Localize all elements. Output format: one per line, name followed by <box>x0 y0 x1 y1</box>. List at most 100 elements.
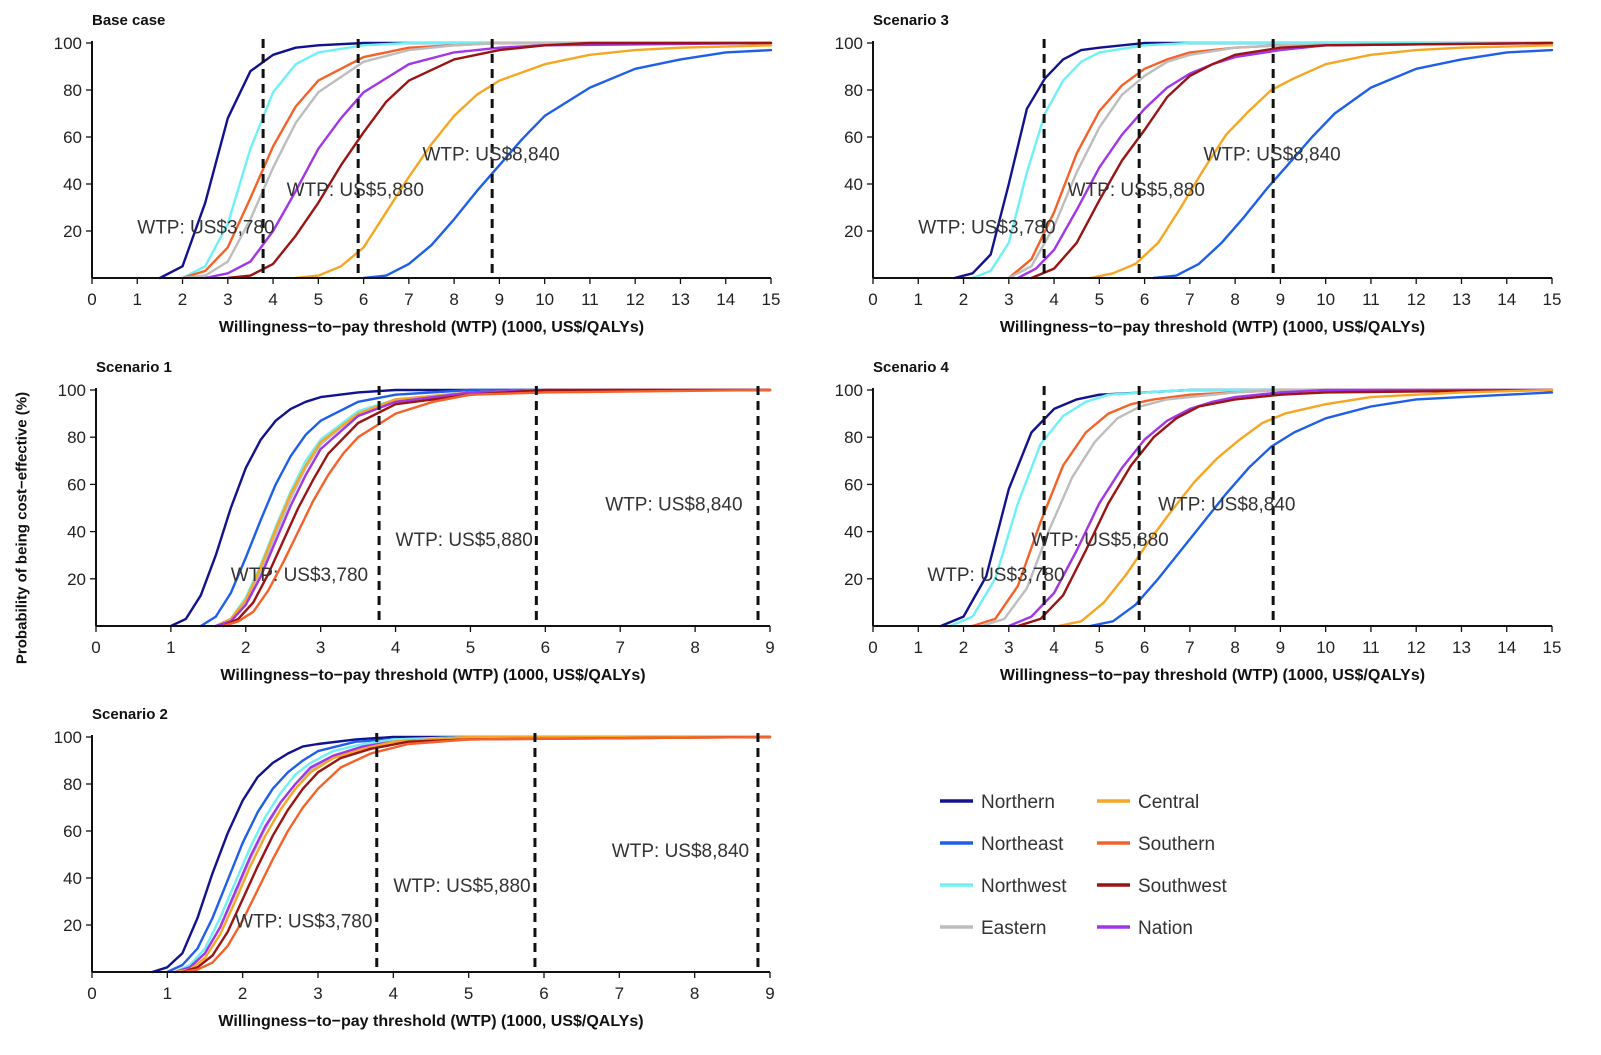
series-line-northwest <box>971 41 1554 280</box>
x-axis-label: Willingness−to−pay threshold (WTP) (1000… <box>218 1013 643 1030</box>
legend-label-northern: Northern <box>981 792 1055 813</box>
x-tick-label: 3 <box>316 638 325 657</box>
x-tick-label: 2 <box>959 290 968 309</box>
x-tick-label: 9 <box>1276 638 1285 657</box>
x-tick-label: 12 <box>626 290 645 309</box>
series-line-central <box>294 44 773 280</box>
series-line-northeast <box>362 48 773 280</box>
chart-panel-3: Scenario 2 20 40 60 80 100 0 1 2 3 4 5 6 7 8 9 WTP: US$3… <box>54 706 775 1030</box>
x-tick-label: 0 <box>87 984 96 1003</box>
y-tick-label: 80 <box>63 81 82 100</box>
x-tick-label: 13 <box>1452 290 1471 309</box>
series-line-northern <box>151 735 772 974</box>
x-tick-label: 4 <box>1049 290 1058 309</box>
x-tick-label: 3 <box>223 290 232 309</box>
x-tick-label: 9 <box>765 638 774 657</box>
x-tick-label: 15 <box>1543 290 1562 309</box>
y-tick-label: 100 <box>54 728 82 747</box>
x-tick-label: 10 <box>1316 290 1335 309</box>
y-tick-label: 80 <box>844 428 863 447</box>
series-line-southern <box>222 388 772 628</box>
panel-title: Base case <box>92 12 165 29</box>
y-axis-label: Probability of being cost−effective (%) <box>8 0 36 1055</box>
wtp-annotation: WTP: US$3,780 <box>918 217 1055 238</box>
wtp-annotation: WTP: US$5,880 <box>393 876 530 897</box>
x-tick-label: 5 <box>314 290 323 309</box>
x-axis-label: Willingness−to−pay threshold (WTP) (1000… <box>1000 667 1425 684</box>
y-tick-label: 20 <box>67 570 86 589</box>
series-line-southern <box>181 735 772 974</box>
y-tick-label: 80 <box>63 775 82 794</box>
series-line-central <box>1057 388 1554 628</box>
x-tick-label: 6 <box>1140 290 1149 309</box>
x-tick-label: 12 <box>1407 290 1426 309</box>
y-tick-label: 100 <box>835 34 863 53</box>
x-tick-label: 6 <box>359 290 368 309</box>
x-tick-label: 0 <box>91 638 100 657</box>
wtp-annotation: WTP: US$5,880 <box>287 180 424 201</box>
x-tick-label: 7 <box>1185 290 1194 309</box>
series-line-southwest <box>1030 41 1554 280</box>
series-line-central <box>173 735 772 974</box>
wtp-annotation: WTP: US$5,880 <box>396 530 533 551</box>
y-tick-label: 100 <box>58 381 86 400</box>
wtp-annotation: WTP: US$3,780 <box>231 565 368 586</box>
wtp-annotation: WTP: US$3,780 <box>235 911 372 932</box>
x-tick-label: 7 <box>615 638 624 657</box>
legend-label-central: Central <box>1138 792 1199 813</box>
x-tick-label: 1 <box>133 290 142 309</box>
panel-title: Scenario 2 <box>92 706 168 723</box>
x-tick-label: 8 <box>1230 638 1239 657</box>
y-tick-label: 60 <box>67 475 86 494</box>
y-tick-label: 40 <box>67 523 86 542</box>
y-tick-label: 100 <box>54 34 82 53</box>
y-tick-label: 40 <box>63 869 82 888</box>
series-line-northeast <box>1152 48 1554 280</box>
series-line-central <box>1089 44 1554 280</box>
x-tick-label: 4 <box>391 638 400 657</box>
legend-label-northwest: Northwest <box>981 876 1067 897</box>
x-tick-label: 0 <box>868 290 877 309</box>
x-tick-label: 15 <box>762 290 781 309</box>
x-tick-label: 4 <box>389 984 398 1003</box>
x-tick-label: 7 <box>615 984 624 1003</box>
x-tick-label: 2 <box>241 638 250 657</box>
x-tick-label: 9 <box>1276 290 1285 309</box>
y-tick-label: 80 <box>844 81 863 100</box>
y-tick-label: 60 <box>63 822 82 841</box>
x-tick-label: 8 <box>690 638 699 657</box>
y-axis-label-text: Probability of being cost−effective (%) <box>13 391 31 664</box>
wtp-annotation: WTP: US$8,840 <box>612 841 749 862</box>
x-tick-label: 1 <box>166 638 175 657</box>
x-axis-label: Willingness−to−pay threshold (WTP) (1000… <box>219 319 644 336</box>
series-line-northwest <box>173 735 772 974</box>
series-line-northeast <box>199 388 772 628</box>
y-tick-label: 60 <box>63 128 82 147</box>
y-tick-label: 40 <box>844 175 863 194</box>
x-tick-label: 12 <box>1407 638 1426 657</box>
x-tick-label: 14 <box>716 290 735 309</box>
wtp-annotation: WTP: US$8,840 <box>605 494 742 515</box>
y-tick-label: 20 <box>844 570 863 589</box>
chart-panel-2: Scenario 1 20 40 60 80 100 0 1 2 3 4 5 6 7 8 9 WTP: US$3… <box>58 359 775 684</box>
series-line-nation <box>203 41 773 280</box>
wtp-annotation: WTP: US$8,840 <box>1158 494 1295 515</box>
series-line-nation <box>214 388 772 628</box>
series-line-northwest <box>181 41 773 280</box>
series-line-eastern <box>181 41 773 280</box>
x-tick-label: 14 <box>1497 290 1516 309</box>
x-tick-label: 5 <box>1095 290 1104 309</box>
x-tick-label: 7 <box>404 290 413 309</box>
x-tick-label: 4 <box>1049 638 1058 657</box>
x-tick-label: 0 <box>868 638 877 657</box>
wtp-annotation: WTP: US$5,880 <box>1068 180 1205 201</box>
series-line-eastern <box>980 388 1554 628</box>
x-tick-label: 13 <box>671 290 690 309</box>
y-tick-label: 60 <box>844 475 863 494</box>
x-tick-label: 3 <box>1004 290 1013 309</box>
series-line-northwest <box>948 388 1554 628</box>
x-tick-label: 8 <box>1230 290 1239 309</box>
